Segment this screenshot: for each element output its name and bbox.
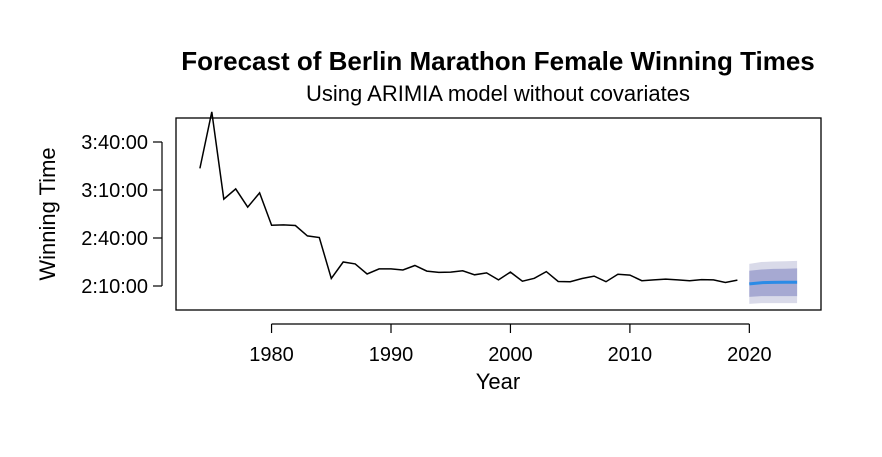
x-tick-label: 1990 xyxy=(369,344,414,366)
x-tick-label: 2010 xyxy=(608,344,653,366)
x-tick-label: 2020 xyxy=(727,344,772,366)
x-axis-label: Year xyxy=(476,369,520,394)
y-tick-label: 3:40:00 xyxy=(81,132,148,154)
chart-title: Forecast of Berlin Marathon Female Winni… xyxy=(181,46,815,76)
forecast-mean-line xyxy=(749,280,798,286)
history-series-line xyxy=(199,111,738,284)
y-tick-label: 2:40:00 xyxy=(81,228,148,250)
x-tick-label: 2000 xyxy=(488,344,533,366)
y-axis-label: Winning Time xyxy=(35,147,60,280)
plot-area: 1980 1990 2000 2010 2020 2:10:00 2:40:00 3:10:0… xyxy=(81,111,822,366)
plot-frame xyxy=(175,117,822,311)
x-tick-label: 1980 xyxy=(249,344,294,366)
y-tick-label: 2:10:00 xyxy=(81,276,148,298)
y-tick-label: 3:10:00 xyxy=(81,180,148,202)
chart-subtitle: Using ARIMIA model without covariates xyxy=(306,81,690,106)
